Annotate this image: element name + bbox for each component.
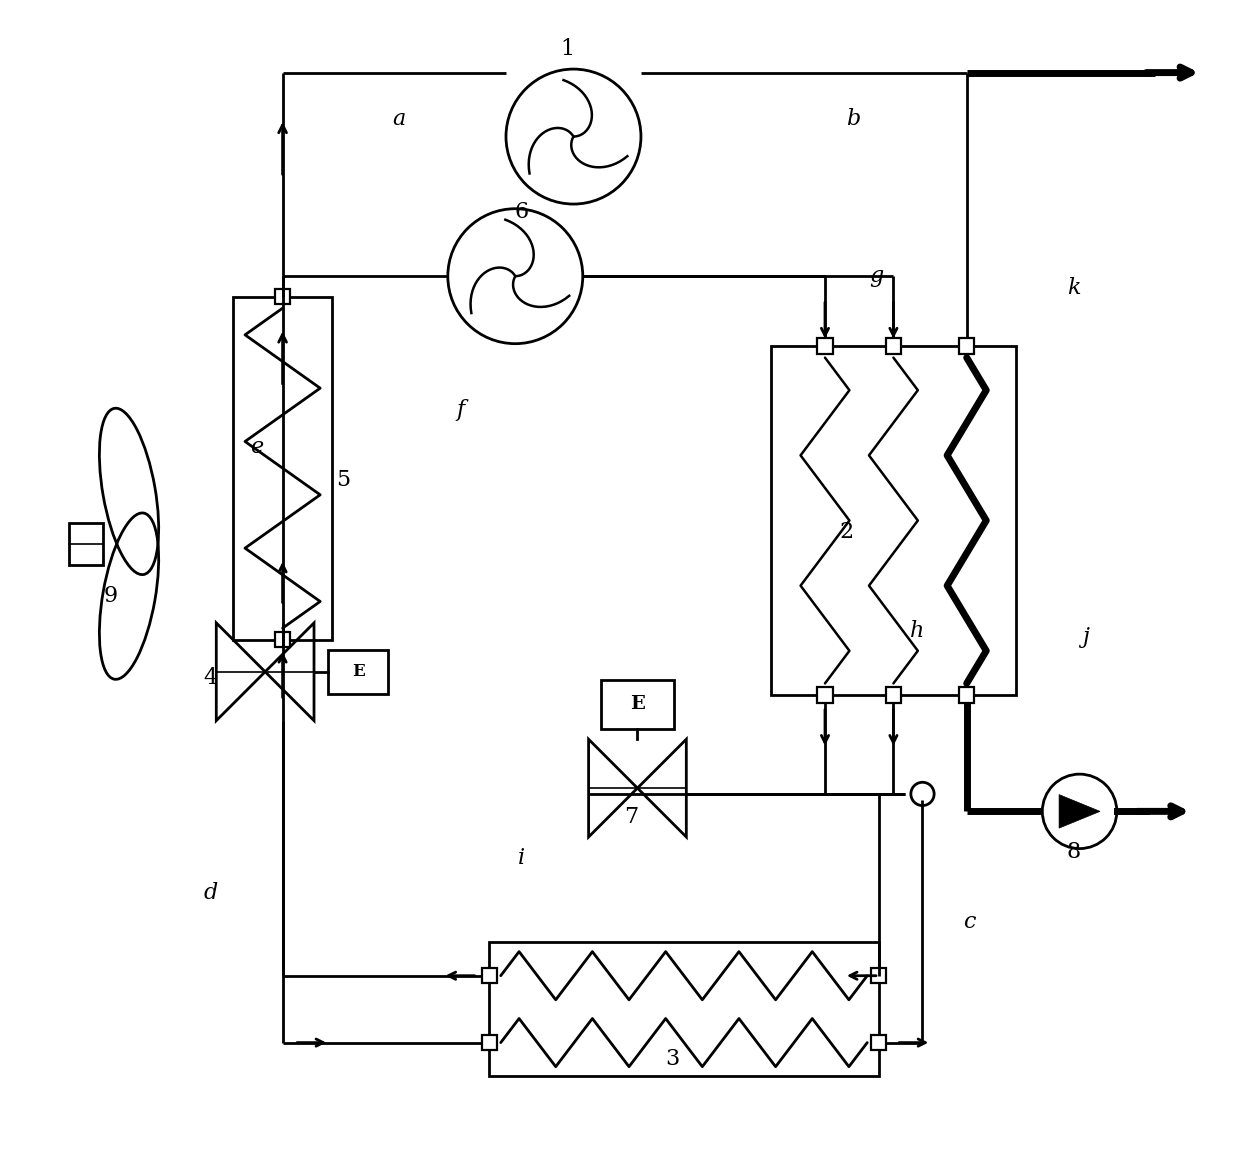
Bar (601, 680, 673, 728)
Text: 4: 4 (203, 666, 217, 689)
Polygon shape (1059, 795, 1100, 828)
Text: b: b (846, 108, 859, 130)
Bar (872, 968, 887, 983)
Bar (960, 687, 975, 703)
Text: k: k (1066, 277, 1080, 299)
Text: 9: 9 (103, 586, 118, 607)
Text: j: j (1083, 625, 1089, 648)
Text: i: i (517, 846, 525, 869)
Bar (817, 339, 832, 353)
Bar (872, 1035, 887, 1050)
Text: g: g (869, 265, 883, 288)
Bar (960, 339, 975, 353)
Bar (68, 523, 103, 565)
Bar (275, 632, 290, 648)
Bar (885, 339, 901, 353)
Text: e: e (250, 436, 264, 458)
Bar (771, 346, 1016, 696)
Text: 3: 3 (665, 1049, 680, 1070)
Text: 1: 1 (560, 39, 574, 61)
Bar (233, 297, 332, 639)
Text: a: a (392, 108, 405, 130)
Bar (885, 687, 901, 703)
Bar (275, 289, 290, 304)
Text: c: c (962, 911, 976, 933)
Text: f: f (456, 399, 465, 421)
Text: 5: 5 (336, 469, 350, 491)
Text: E: E (630, 696, 645, 713)
Text: 2: 2 (839, 521, 854, 544)
Text: 6: 6 (515, 201, 528, 223)
Bar (327, 650, 388, 694)
Bar (489, 942, 879, 1075)
Text: 7: 7 (625, 807, 639, 828)
Text: E: E (352, 663, 365, 680)
Text: d: d (203, 881, 217, 904)
Bar (817, 687, 832, 703)
Bar (481, 1035, 497, 1050)
Text: 8: 8 (1066, 841, 1081, 863)
Text: h: h (909, 620, 924, 642)
Bar (481, 968, 497, 983)
